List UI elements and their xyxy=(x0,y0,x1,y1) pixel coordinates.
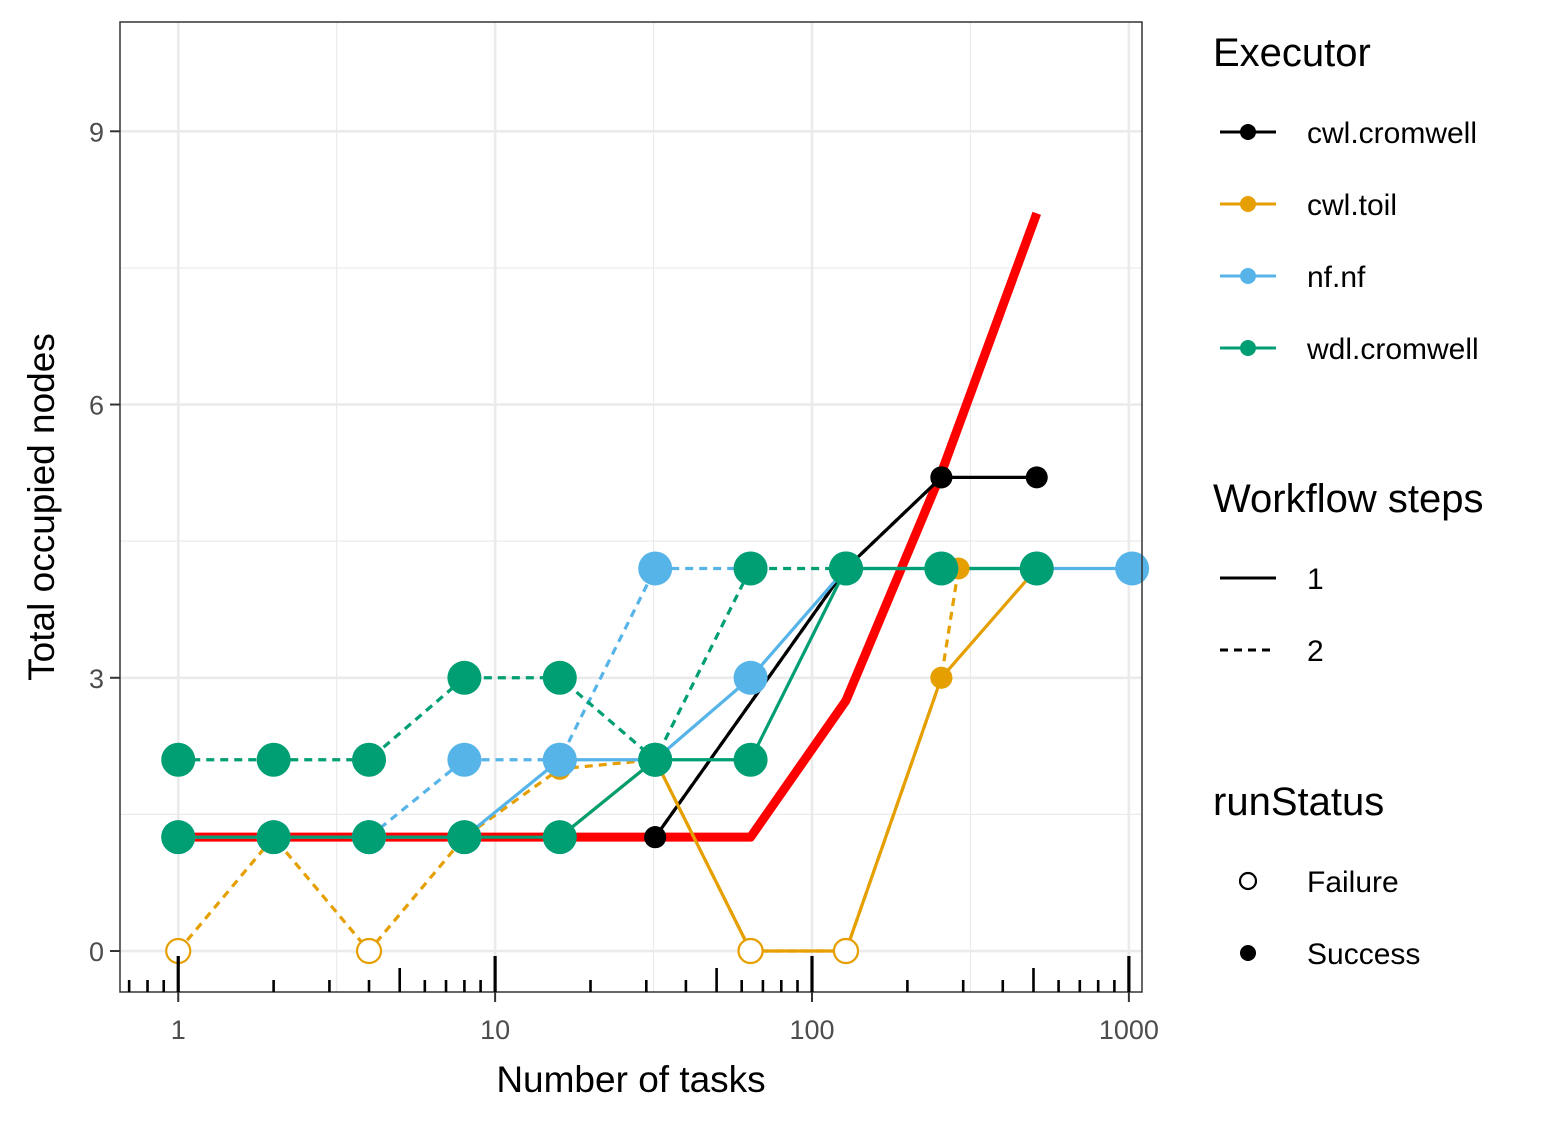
y-tick-label: 9 xyxy=(89,117,104,147)
legend-executor-label: nf.nf xyxy=(1307,261,1366,294)
legend-executor-label: cwl.cromwell xyxy=(1307,117,1477,150)
data-point-success xyxy=(638,551,673,586)
y-tick-label: 0 xyxy=(89,937,104,967)
series-line-nf.nf-steps-2 xyxy=(368,566,751,839)
data-point-success xyxy=(930,666,953,689)
data-point-success xyxy=(638,742,673,777)
legend-steps-label: 2 xyxy=(1307,635,1324,668)
data-point-success xyxy=(447,660,482,695)
data-point-success xyxy=(1019,551,1054,586)
data-point-success xyxy=(924,551,959,586)
data-point-success xyxy=(930,466,953,489)
data-point-success xyxy=(1025,466,1048,489)
legend-steps-label: 1 xyxy=(1307,563,1324,596)
data-point-success xyxy=(256,742,291,777)
legend-executor: Executor cwl.cromwell cwl.toil nf.nf wdl… xyxy=(1213,31,1479,366)
data-point-success xyxy=(733,660,768,695)
x-tick-label: 10 xyxy=(480,1015,510,1045)
legend-swatch-point xyxy=(1240,340,1256,356)
legend-filled-circle xyxy=(1240,945,1256,961)
data-point-success xyxy=(1115,551,1150,586)
legend-status: runStatus Failure Success xyxy=(1213,780,1420,971)
x-tick-label: 1000 xyxy=(1099,1015,1159,1045)
legend-executor-title: Executor xyxy=(1213,31,1371,75)
data-point-success xyxy=(733,551,768,586)
legend-steps: Workflow steps 1 2 xyxy=(1213,477,1483,668)
legend-swatch-point xyxy=(1240,124,1256,140)
data-point-success xyxy=(733,742,768,777)
axes: 0 3 6 9 1 10 100 1000 xyxy=(89,117,1159,1045)
x-tick-label: 100 xyxy=(789,1015,834,1045)
legend-open-circle xyxy=(1238,871,1258,891)
legend-swatch-point xyxy=(1240,268,1256,284)
data-point-success xyxy=(542,742,577,777)
data-point-failure xyxy=(737,937,764,965)
legend-steps-title: Workflow steps xyxy=(1213,477,1483,521)
data-point-success xyxy=(256,820,291,855)
data-point-success xyxy=(161,742,196,777)
legend-status-label: Failure xyxy=(1307,866,1399,899)
data-point-success xyxy=(447,820,482,855)
data-point-success xyxy=(542,820,577,855)
data-point-failure xyxy=(355,937,383,965)
data-point-success xyxy=(447,742,482,777)
data-point-success xyxy=(352,742,387,777)
legend-executor-label: wdl.cromwell xyxy=(1306,333,1479,366)
data-point-success xyxy=(644,826,667,849)
data-layer xyxy=(161,211,1150,965)
legend-status-title: runStatus xyxy=(1213,780,1384,824)
data-point-success xyxy=(542,660,577,695)
data-point-success xyxy=(828,551,863,586)
series-line-cwl.toil-steps-2 xyxy=(177,568,961,953)
plot-border xyxy=(119,21,1143,993)
data-point-success xyxy=(161,820,196,855)
series-line-wdl.cromwell-steps-1 xyxy=(178,566,1037,839)
data-point-failure xyxy=(832,937,860,965)
x-tick-label: 1 xyxy=(171,1015,186,1045)
legend-swatch-point xyxy=(1240,196,1256,212)
legend-status-label: Success xyxy=(1307,938,1420,971)
y-tick-label: 6 xyxy=(89,391,104,421)
x-axis-title: Number of tasks xyxy=(496,1059,765,1100)
y-axis-title: Total occupied nodes xyxy=(21,333,62,681)
y-tick-label: 3 xyxy=(89,664,104,694)
data-point-success xyxy=(352,820,387,855)
series-line-wdl.cromwell-steps-2 xyxy=(178,566,846,762)
legend-executor-label: cwl.toil xyxy=(1307,189,1397,222)
